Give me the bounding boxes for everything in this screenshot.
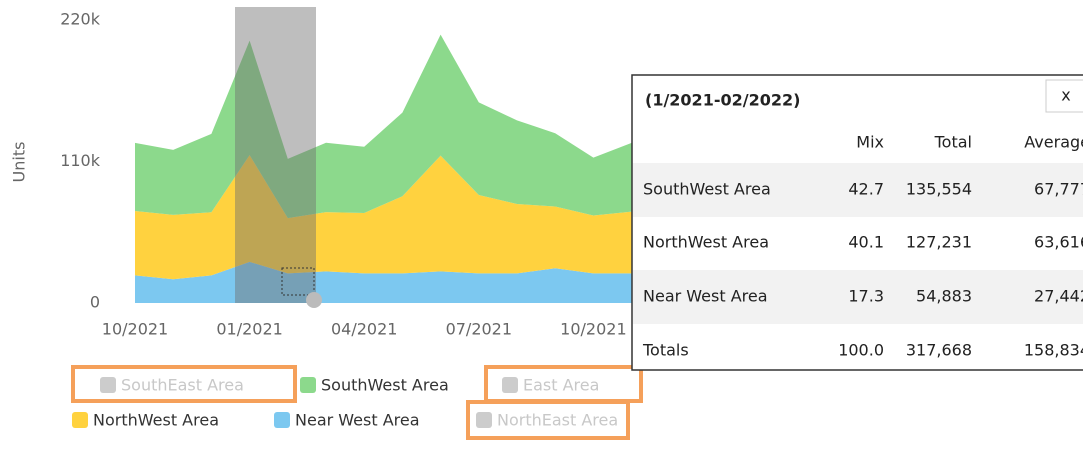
tooltip-title: (1/2021-02/2022) [645,91,800,110]
y-tick-label: 110k [60,151,101,170]
column-header: Mix [856,133,884,152]
x-tick-label: 10/2021 [560,320,626,339]
total-cell: 158,834 [1024,341,1083,360]
cell: 27,442 [1034,287,1083,306]
close-button[interactable] [1045,79,1083,113]
cursor [306,292,322,308]
cell: 63,616 [1034,233,1083,252]
area [135,155,632,280]
legend-swatch[interactable] [72,412,88,428]
area [135,34,632,219]
cell: 67,777 [1034,180,1083,199]
highlight-box [71,365,297,403]
legend-swatch[interactable] [476,412,492,428]
tooltip: (1/2021-02/2022) x Mix Total Average SouthWes… [631,74,1083,371]
x-tick-label: 04/2021 [331,320,397,339]
legend-label[interactable]: SouthEast Area [121,376,244,395]
x-tick-label: 01/2021 [216,320,282,339]
legend-label[interactable]: NorthWest Area [93,411,219,430]
row-label: NorthWest Area [643,233,769,252]
row-bg [633,270,1083,324]
legend-label[interactable]: East Area [523,376,599,395]
column-header: Total [934,133,972,152]
legend-label[interactable]: Near West Area [295,411,420,430]
cell: 54,883 [916,287,972,306]
row-label: SouthWest Area [643,180,771,199]
y-axis-label: Units [10,142,29,183]
cell: 40.1 [848,233,884,252]
cell: 127,231 [906,233,972,252]
legend-label[interactable]: SouthWest Area [321,376,449,395]
legend-swatch[interactable] [502,377,518,393]
cell: 17.3 [848,287,884,306]
row-bg [633,163,1083,217]
close-label[interactable]: x [1061,86,1070,105]
legend-swatch[interactable] [274,412,290,428]
tooltip-box [631,74,1083,371]
x-tick-label: 10/2021 [102,320,168,339]
cell: 135,554 [906,180,972,199]
selection-box [281,267,315,296]
y-tick-label: 0 [90,293,100,312]
column-header: Average [1024,133,1083,152]
total-cell: 317,668 [906,341,972,360]
cell: 42.7 [848,180,884,199]
highlight-box [466,400,630,440]
selection-band [235,7,316,303]
legend-swatch[interactable] [300,377,316,393]
legend-label[interactable]: NorthEast Area [497,411,618,430]
y-tick-label: 220k [60,10,101,29]
legend-swatch[interactable] [100,377,116,393]
x-tick-label: 07/2021 [446,320,512,339]
area [135,261,632,303]
total-cell: 100.0 [838,341,884,360]
row-label: Near West Area [643,287,768,306]
totals-label: Totals [642,341,689,360]
